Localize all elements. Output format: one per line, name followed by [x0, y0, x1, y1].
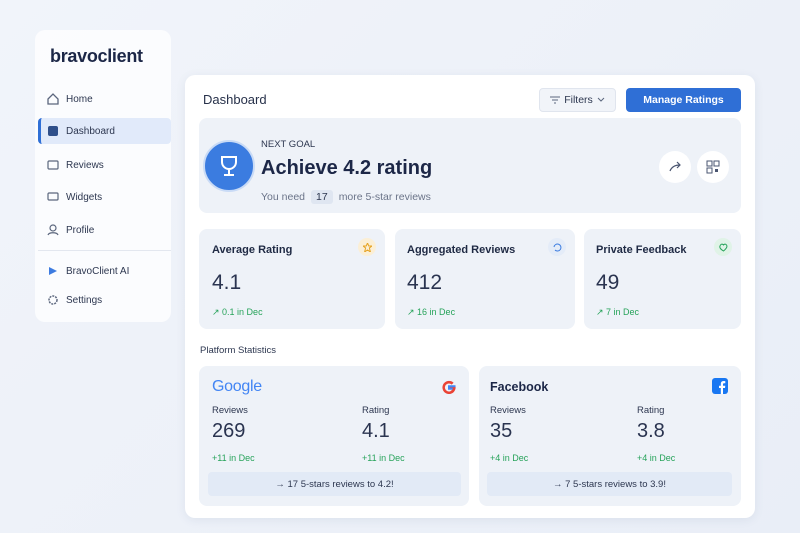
icon [47, 160, 59, 170]
sidebar [35, 30, 171, 322]
icon [362, 242, 372, 252]
stat-change: ↗ 16 in Dec [407, 307, 456, 317]
stat-title: Average Rating [212, 244, 293, 256]
manage-button[interactable]: Manage Ratings [626, 88, 741, 112]
trophy-icon [203, 140, 255, 192]
nav-item[interactable]: BravoClient AI [38, 258, 171, 284]
metric-change: +4 in Dec [490, 453, 529, 463]
badge: 17 [311, 190, 333, 204]
icon [47, 192, 59, 201]
star-icon [358, 238, 376, 256]
metric-value: 35 [490, 420, 513, 442]
text: You need [261, 191, 305, 203]
nav-item[interactable]: Reviews [38, 152, 171, 178]
metric-label: Rating [637, 405, 665, 416]
nav-label: Settings [66, 294, 103, 306]
nav-item[interactable]: Home [38, 86, 171, 112]
icon [669, 161, 681, 172]
nav-label: Reviews [66, 159, 104, 171]
stat-change: ↗ 7 in Dec [596, 307, 640, 317]
stat-title: Aggregated Reviews [407, 244, 516, 256]
page-title: Dashboard [203, 92, 267, 107]
icon [48, 295, 58, 305]
cta-bar[interactable]: → 17 5-stars reviews to 4.2! [208, 472, 461, 496]
icon [718, 243, 728, 252]
nav-item[interactable]: Widgets [38, 184, 171, 210]
text: more 5-star reviews [338, 191, 431, 203]
metric-value: 269 [212, 420, 246, 442]
icon [47, 93, 59, 105]
stat-card [199, 229, 385, 329]
metric-label: Rating [362, 405, 390, 416]
cta-bar[interactable]: → 7 5-stars reviews to 3.9! [487, 472, 732, 496]
goal-card [199, 118, 741, 213]
metric-change: +11 in Dec [362, 453, 405, 463]
goal-subtitle: You need 17 more 5-star reviews [261, 190, 431, 204]
nav-label: Widgets [66, 191, 103, 203]
stat-value: 49 [596, 271, 620, 294]
metric-value: 3.8 [637, 420, 665, 442]
nav-item[interactable]: Profile [38, 217, 171, 243]
stat-title: Private Feedback [596, 244, 687, 256]
metric-change: +4 in Dec [637, 453, 676, 463]
icon [47, 224, 59, 236]
feedback-icon [714, 238, 732, 256]
metric-label: Reviews [212, 405, 248, 416]
facebook-icon [712, 378, 728, 394]
reviews-icon [548, 238, 566, 256]
stat-value: 4.1 [212, 271, 242, 294]
stat-value: 412 [407, 271, 443, 294]
goal-label: NEXT GOAL [261, 139, 316, 150]
stat-card [395, 229, 575, 329]
nav-label: Dashboard [66, 125, 115, 137]
metric-change: +11 in Dec [212, 453, 255, 463]
qr-button[interactable] [697, 151, 729, 183]
brand[interactable]: bravoclient [50, 46, 143, 66]
platform-name: Google [212, 378, 262, 395]
icon [706, 160, 720, 174]
goal-title: Achieve 4.2 rating [261, 157, 433, 179]
nav-label: BravoClient AI [66, 265, 130, 277]
button-label: Filters [564, 94, 593, 106]
platform-name: Facebook [490, 380, 549, 394]
section-title: Platform Statistics [200, 345, 277, 356]
icon [553, 243, 561, 252]
filters-button[interactable]: Filters [539, 88, 616, 112]
stat-change: ↗ 0.1 in Dec [212, 307, 263, 317]
nav-item[interactable]: Dashboard [38, 118, 171, 144]
share-button[interactable] [659, 151, 691, 183]
icon [597, 97, 605, 102]
metric-label: Reviews [490, 405, 526, 416]
icon [48, 126, 58, 136]
google-icon [442, 380, 456, 394]
nav-label: Profile [66, 224, 95, 236]
icon [49, 267, 57, 275]
metric-value: 4.1 [362, 420, 390, 442]
nav-item[interactable]: Settings [38, 287, 171, 313]
divider [38, 250, 171, 251]
nav-label: Home [66, 93, 93, 105]
icon [550, 96, 561, 104]
